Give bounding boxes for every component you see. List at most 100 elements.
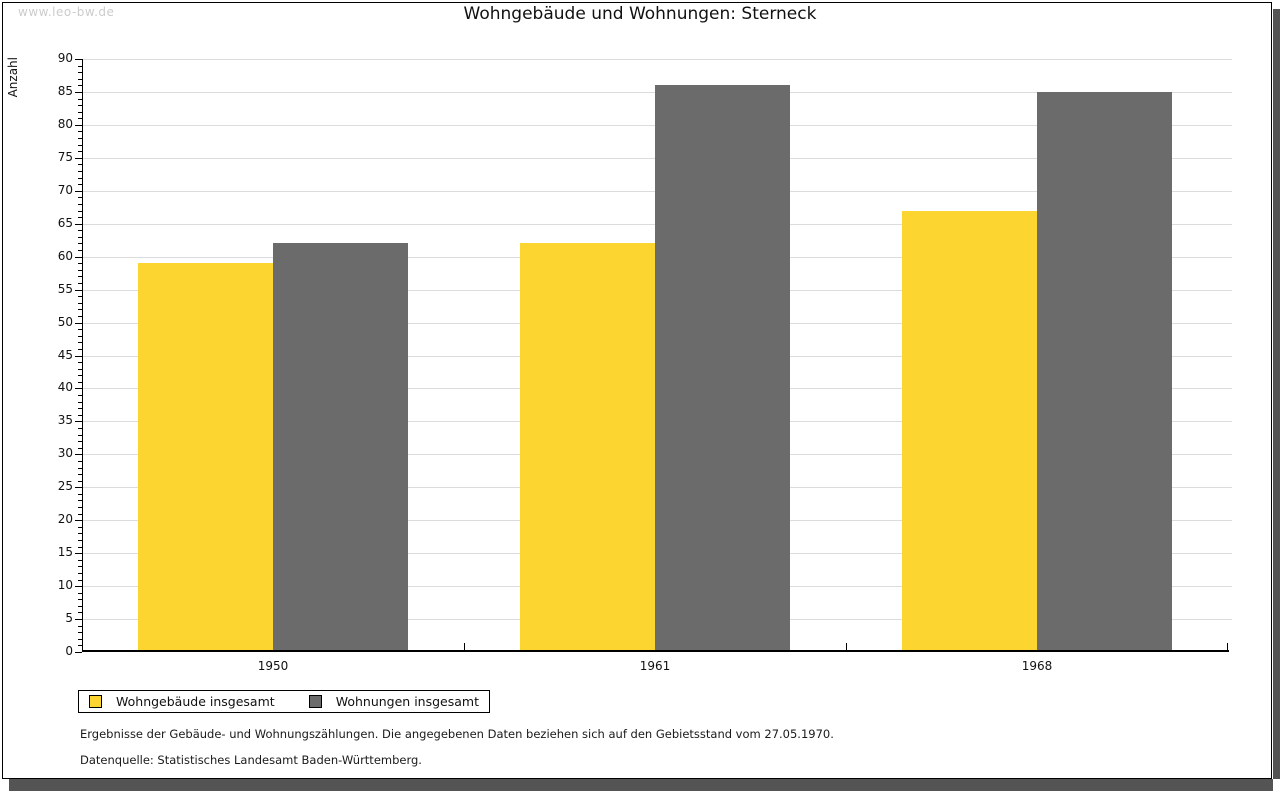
y-axis-minor-tick [78, 217, 82, 219]
y-axis-minor-tick [78, 592, 82, 594]
y-axis-minor-tick [78, 197, 82, 199]
y-axis-minor-tick [78, 296, 82, 298]
y-axis-minor-tick [78, 236, 82, 238]
y-axis-minor-tick [78, 381, 82, 383]
y-axis-label: 20 [57, 512, 73, 527]
y-axis-minor-tick [78, 164, 82, 166]
y-axis-minor-tick [78, 427, 82, 429]
bar-wohngebäude-1950 [138, 263, 273, 652]
y-axis-label: 25 [57, 479, 73, 494]
legend-entry-wohngebaeude: Wohngebäude insgesamt [89, 694, 275, 709]
y-axis-minor-tick [78, 111, 82, 113]
y-axis-minor-tick [78, 138, 82, 140]
y-axis-major-tick [75, 256, 82, 258]
y-axis-label: 45 [57, 347, 73, 362]
y-axis-major-tick [75, 586, 82, 588]
legend: Wohngebäude insgesamt Wohnungen insgesam… [78, 690, 490, 713]
y-axis-label: 90 [57, 51, 73, 65]
y-axis-minor-tick [78, 434, 82, 436]
y-axis-minor-tick [78, 243, 82, 245]
y-axis-minor-tick [78, 460, 82, 462]
x-axis-tick [846, 643, 847, 650]
y-axis-minor-tick [78, 184, 82, 186]
y-axis-label: 15 [57, 545, 73, 560]
frame-shadow-bottom [9, 779, 1273, 791]
y-axis-minor-tick [78, 210, 82, 212]
y-axis-minor-tick [78, 269, 82, 271]
y-axis-minor-tick [78, 526, 82, 528]
y-axis-minor-tick [78, 414, 82, 416]
y-axis-minor-tick [78, 467, 82, 469]
y-axis-minor-tick [78, 177, 82, 179]
x-axis-label: 1950 [257, 659, 289, 673]
y-axis-minor-tick [78, 605, 82, 607]
y-axis-minor-tick [78, 533, 82, 535]
y-axis-minor-tick [78, 78, 82, 80]
frame-shadow-right [1273, 9, 1280, 779]
y-axis-label: 35 [57, 413, 73, 428]
y-axis-minor-tick [78, 441, 82, 443]
y-axis-minor-tick [78, 315, 82, 317]
y-axis-minor-tick [78, 362, 82, 364]
y-axis-minor-tick [78, 65, 82, 67]
y-axis-minor-tick [78, 85, 82, 87]
y-axis-label: 0 [65, 644, 73, 658]
y-axis-label: 10 [57, 578, 73, 593]
plot-area: 1950 1961 1968 0 5 10 15 20 25 30 35 40 45 50 55 60 65 70… [58, 51, 1232, 673]
footnote-data-source: Datenquelle: Statistisches Landesamt Bad… [80, 753, 422, 767]
bar-wohngebäude-1961 [520, 243, 655, 652]
y-axis-label: 80 [57, 116, 73, 131]
y-axis-minor-tick [78, 507, 82, 509]
y-axis-major-tick [75, 487, 82, 489]
y-axis-minor-tick [78, 309, 82, 311]
y-axis-minor-tick [78, 342, 82, 344]
y-axis-minor-tick [78, 559, 82, 561]
y-axis-minor-tick [78, 408, 82, 410]
y-axis-major-tick [75, 223, 82, 225]
y-axis-major-tick [75, 289, 82, 291]
y-axis-minor-tick [78, 283, 82, 285]
y-axis-minor-tick [78, 118, 82, 120]
watermark: www.leo-bw.de [18, 5, 115, 19]
y-axis-label: 30 [57, 446, 73, 461]
y-axis-minor-tick [78, 480, 82, 482]
x-axis-label: 1961 [639, 659, 671, 673]
y-axis-major-tick [75, 421, 82, 423]
y-axis-major-tick [75, 652, 82, 653]
gridline [83, 59, 1232, 60]
y-axis-label: 75 [57, 149, 73, 164]
y-axis-major-tick [75, 388, 82, 390]
y-axis-minor-tick [78, 375, 82, 377]
y-axis-minor-tick [78, 493, 82, 495]
y-axis-minor-tick [78, 395, 82, 397]
y-axis-minor-tick [78, 276, 82, 278]
x-axis-line [82, 650, 1229, 652]
y-axis-label: 5 [65, 611, 73, 626]
x-axis-end-tick [1227, 643, 1228, 650]
bar-wohngebäude-1968 [902, 210, 1037, 652]
y-axis-line [82, 59, 83, 652]
y-axis-major-tick [75, 322, 82, 324]
y-axis-minor-tick [78, 368, 82, 370]
y-axis-label: 50 [57, 314, 73, 329]
y-axis-major-tick [75, 91, 82, 93]
y-axis-major-tick [75, 157, 82, 159]
y-axis-minor-tick [78, 572, 82, 574]
y-axis-label: 55 [57, 281, 73, 296]
y-axis-minor-tick [78, 171, 82, 172]
y-axis-minor-tick [78, 203, 82, 205]
y-axis-minor-tick [78, 329, 82, 331]
y-axis-minor-tick [78, 263, 82, 265]
y-axis-minor-tick [78, 98, 82, 100]
y-axis-minor-tick [78, 632, 82, 634]
footnote-source-note: Ergebnisse der Gebäude- und Wohnungszähl… [80, 727, 834, 741]
bar-wohnungen-1961 [655, 85, 790, 652]
y-axis-minor-tick [78, 645, 82, 647]
legend-label: Wohngebäude insgesamt [116, 694, 275, 709]
y-axis-minor-tick [78, 151, 82, 153]
legend-entry-wohnungen: Wohnungen insgesamt [308, 694, 479, 709]
y-axis-minor-tick [78, 539, 82, 541]
y-axis-major-tick [75, 454, 82, 456]
y-axis-minor-tick [78, 348, 82, 350]
y-axis-minor-tick [78, 250, 82, 252]
